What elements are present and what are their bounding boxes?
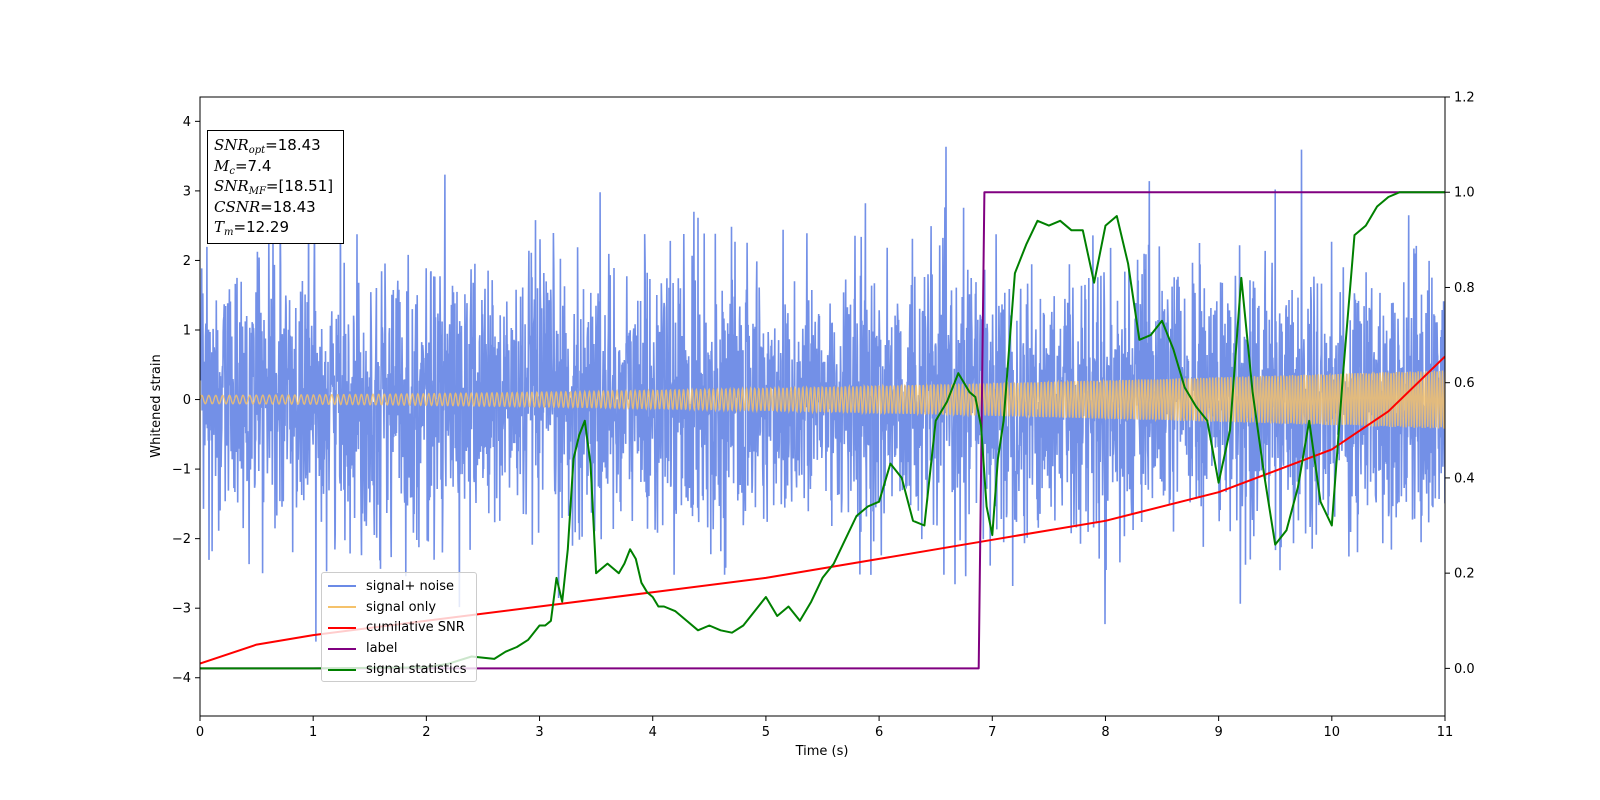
csnr-value: 18.43	[272, 197, 316, 216]
x-tick-label: 2	[422, 725, 430, 740]
x-tick-label: 11	[1437, 725, 1454, 740]
y-axis-left: −4 −3 −2 −1 0 1 2 3 4	[172, 115, 200, 686]
y-left-tick-label: 4	[183, 115, 191, 130]
legend-swatch-label	[328, 647, 356, 650]
legend-swatch-signal-only	[328, 606, 356, 609]
y-right-tick-label: 1.0	[1454, 186, 1475, 201]
legend: signal+ noise signal only cumilative SNR…	[321, 572, 477, 682]
x-tick-label: 0	[196, 725, 204, 740]
mc-value: 7.4	[247, 156, 272, 175]
x-axis-label: Time (s)	[795, 744, 849, 759]
legend-label-label: label	[366, 641, 398, 657]
x-tick-label: 7	[988, 725, 996, 740]
x-tick-label: 5	[762, 725, 770, 740]
legend-swatch-cumulative-snr	[328, 626, 356, 629]
legend-item-signal-statistics: signal statistics	[328, 659, 470, 680]
y-left-tick-label: 2	[183, 254, 191, 269]
legend-item-label: label	[328, 638, 470, 659]
x-tick-label: 1	[309, 725, 317, 740]
y-left-tick-label: 1	[183, 323, 191, 338]
y-right-tick-label: 0.2	[1454, 567, 1475, 582]
y-right-tick-label: 0.4	[1454, 471, 1475, 486]
legend-swatch-signal-statistics	[328, 668, 356, 671]
y-left-tick-label: −4	[172, 671, 191, 686]
legend-label-signal-noise: signal+ noise	[366, 578, 455, 594]
mc-row: Mc=7.4	[214, 156, 272, 177]
x-tick-label: 4	[649, 725, 657, 740]
series-signal-statistics	[200, 191, 1445, 670]
legend-item-cumulative-snr: cumilative SNR	[328, 618, 470, 639]
y-right-tick-label: 0.8	[1454, 281, 1475, 296]
x-tick-label: 6	[875, 725, 883, 740]
legend-label-signal-only: signal only	[366, 599, 437, 615]
tm-row: Tm=12.29	[214, 218, 290, 238]
snr-opt-row: SNRopt=18.43	[214, 136, 321, 156]
plot-frame	[199, 96, 1446, 717]
legend-item-signal-noise: signal+ noise	[328, 576, 470, 597]
y-right-tick-label: 1.2	[1454, 91, 1475, 106]
series-signal-only	[200, 370, 1445, 429]
y-right-tick-label: 0.0	[1454, 662, 1475, 677]
y-left-tick-label: 3	[183, 184, 191, 199]
csnr-row: CSNR=18.43	[214, 197, 316, 216]
y-left-tick-label: −1	[172, 463, 191, 478]
y-right-tick-label: 0.6	[1454, 376, 1475, 391]
snr-mf-value: [18.51]	[278, 177, 334, 195]
tm-value: 12.29	[246, 218, 290, 236]
y-left-tick-label: −3	[172, 602, 191, 617]
y-axis-label: Whitened strain	[149, 354, 164, 457]
legend-label-signal-statistics: signal statistics	[366, 662, 467, 678]
x-tick-label: 10	[1324, 725, 1341, 740]
x-tick-label: 9	[1214, 725, 1222, 740]
x-axis: 0 1 2 3 4 5 6 7 8 9 10 11	[196, 716, 1453, 740]
legend-swatch-signal-noise	[328, 585, 356, 588]
x-tick-label: 3	[535, 725, 543, 740]
y-left-tick-label: 0	[183, 393, 191, 408]
y-left-tick-label: −2	[172, 532, 191, 547]
snr-opt-value: 18.43	[277, 136, 321, 154]
legend-item-signal-only: signal only	[328, 597, 470, 618]
snr-mf-row: SNRMF=[18.51]	[214, 177, 334, 197]
snr-annotation-box: SNRopt=18.43 Mc=7.4 SNRMF=[18.51] CSNR=1…	[207, 130, 344, 244]
legend-label-cumulative-snr: cumilative SNR	[366, 620, 465, 636]
x-tick-label: 8	[1101, 725, 1109, 740]
y-axis-right: 0.0 0.2 0.4 0.6 0.8 1.0 1.2	[1445, 91, 1475, 677]
